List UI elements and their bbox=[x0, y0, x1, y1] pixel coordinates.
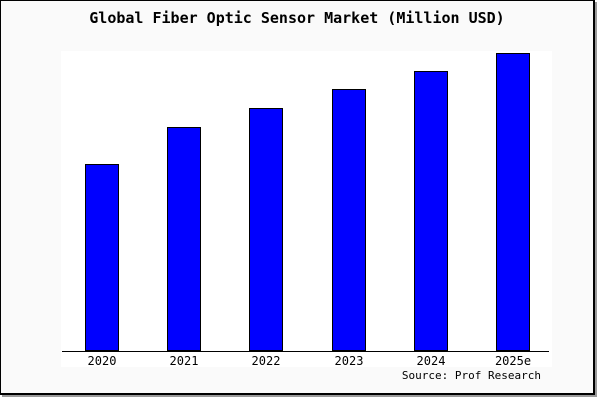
x-tick-label-2020: 2020 bbox=[87, 354, 117, 368]
chart-title: Global Fiber Optic Sensor Market (Millio… bbox=[89, 9, 505, 27]
plot-area bbox=[61, 51, 552, 367]
x-tick-label-2022: 2022 bbox=[251, 354, 281, 368]
bar-2024 bbox=[414, 71, 448, 351]
x-tick-label-2023: 2023 bbox=[334, 354, 364, 368]
bar-2023 bbox=[332, 89, 366, 351]
bar-2022 bbox=[249, 108, 283, 351]
x-tick-label-2021: 2021 bbox=[169, 354, 199, 368]
x-tick-label-2025e: 2025e bbox=[494, 354, 532, 368]
source-note: Source: Prof Research bbox=[401, 369, 541, 382]
bar-2025e bbox=[496, 53, 530, 351]
x-tick-label-2024: 2024 bbox=[416, 354, 446, 368]
x-axis-line bbox=[62, 351, 549, 352]
bar-2020 bbox=[85, 164, 119, 351]
bar-2021 bbox=[167, 127, 201, 351]
chart-frame: Global Fiber Optic Sensor Market (Millio… bbox=[0, 0, 595, 395]
